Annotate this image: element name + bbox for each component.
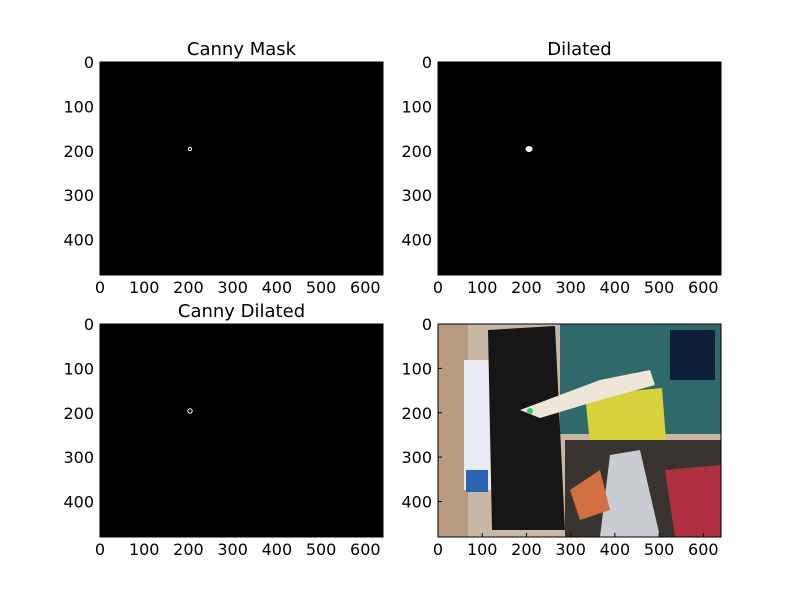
x-tick-label: 500 [644,540,675,559]
axes-frame [99,323,384,538]
x-tick-label: 0 [95,278,105,297]
axes-frame [99,61,384,276]
dilated-blob [525,146,533,152]
photo-wall [438,324,468,537]
y-tick-label: 100 [401,359,432,378]
subplot-title: Canny Mask [187,39,297,60]
y-tick-label: 100 [63,359,94,378]
x-tick-label: 100 [467,278,498,297]
photo-yellow-board [585,388,666,444]
x-tick-label: 400 [600,278,631,297]
image-area [100,62,383,275]
x-tick-label: 500 [306,278,337,297]
x-tick-label: 0 [433,278,443,297]
image-area [100,324,383,537]
y-tick-label: 200 [401,142,432,161]
photo-cable [570,470,610,520]
x-tick-label: 300 [555,540,586,559]
y-tick-label: 300 [401,186,432,205]
photo-paper-print [466,470,488,492]
photo-cup [600,450,660,537]
y-tick-label: 400 [401,231,432,250]
x-tick-label: 100 [467,540,498,559]
x-tick-label: 0 [433,540,443,559]
y-tick-label: 0 [84,315,94,334]
x-tick-label: 400 [600,540,631,559]
edge-blob [187,146,193,152]
x-tick-label: 600 [350,278,381,297]
y-tick-label: 200 [401,404,432,423]
image-area [438,62,721,275]
y-tick-label: 0 [84,53,94,72]
x-tick-label: 300 [217,540,248,559]
photo-keyboard [488,326,565,530]
subplot-title: Dilated [547,39,611,60]
x-tick-label: 0 [95,540,105,559]
photo-arm [520,370,655,418]
y-tick-label: 100 [401,97,432,116]
y-tick-label: 300 [63,186,94,205]
x-tick-label: 200 [511,278,542,297]
x-tick-label: 600 [350,540,381,559]
y-tick-label: 0 [422,53,432,72]
x-tick-label: 300 [555,278,586,297]
x-tick-label: 200 [511,540,542,559]
photo-arduino [670,330,715,380]
subplot-title: Canny Dilated [178,301,305,322]
x-tick-label: 500 [306,540,337,559]
x-tick-label: 600 [688,540,719,559]
y-tick-label: 200 [63,404,94,423]
photo-paper [464,360,494,490]
edge-blob [187,408,193,414]
image-content [187,146,721,537]
photo-cloth [665,465,721,537]
y-tick-label: 400 [401,493,432,512]
x-tick-label: 100 [129,278,160,297]
y-tick-label: 300 [63,448,94,467]
x-tick-label: 200 [173,278,204,297]
y-tick-label: 400 [63,231,94,250]
photo [438,324,721,537]
x-tick-label: 500 [644,278,675,297]
y-tick-label: 0 [422,315,432,334]
photo-marker [527,408,533,414]
y-tick-label: 200 [63,142,94,161]
y-tick-label: 400 [63,493,94,512]
x-tick-label: 400 [262,278,293,297]
x-tick-label: 300 [217,278,248,297]
x-tick-label: 600 [688,278,719,297]
y-tick-label: 100 [63,97,94,116]
axes-frame [437,323,722,538]
x-tick-label: 200 [173,540,204,559]
y-tick-label: 300 [401,448,432,467]
x-tick-label: 400 [262,540,293,559]
axes-frame [437,61,722,276]
x-tick-label: 100 [129,540,160,559]
